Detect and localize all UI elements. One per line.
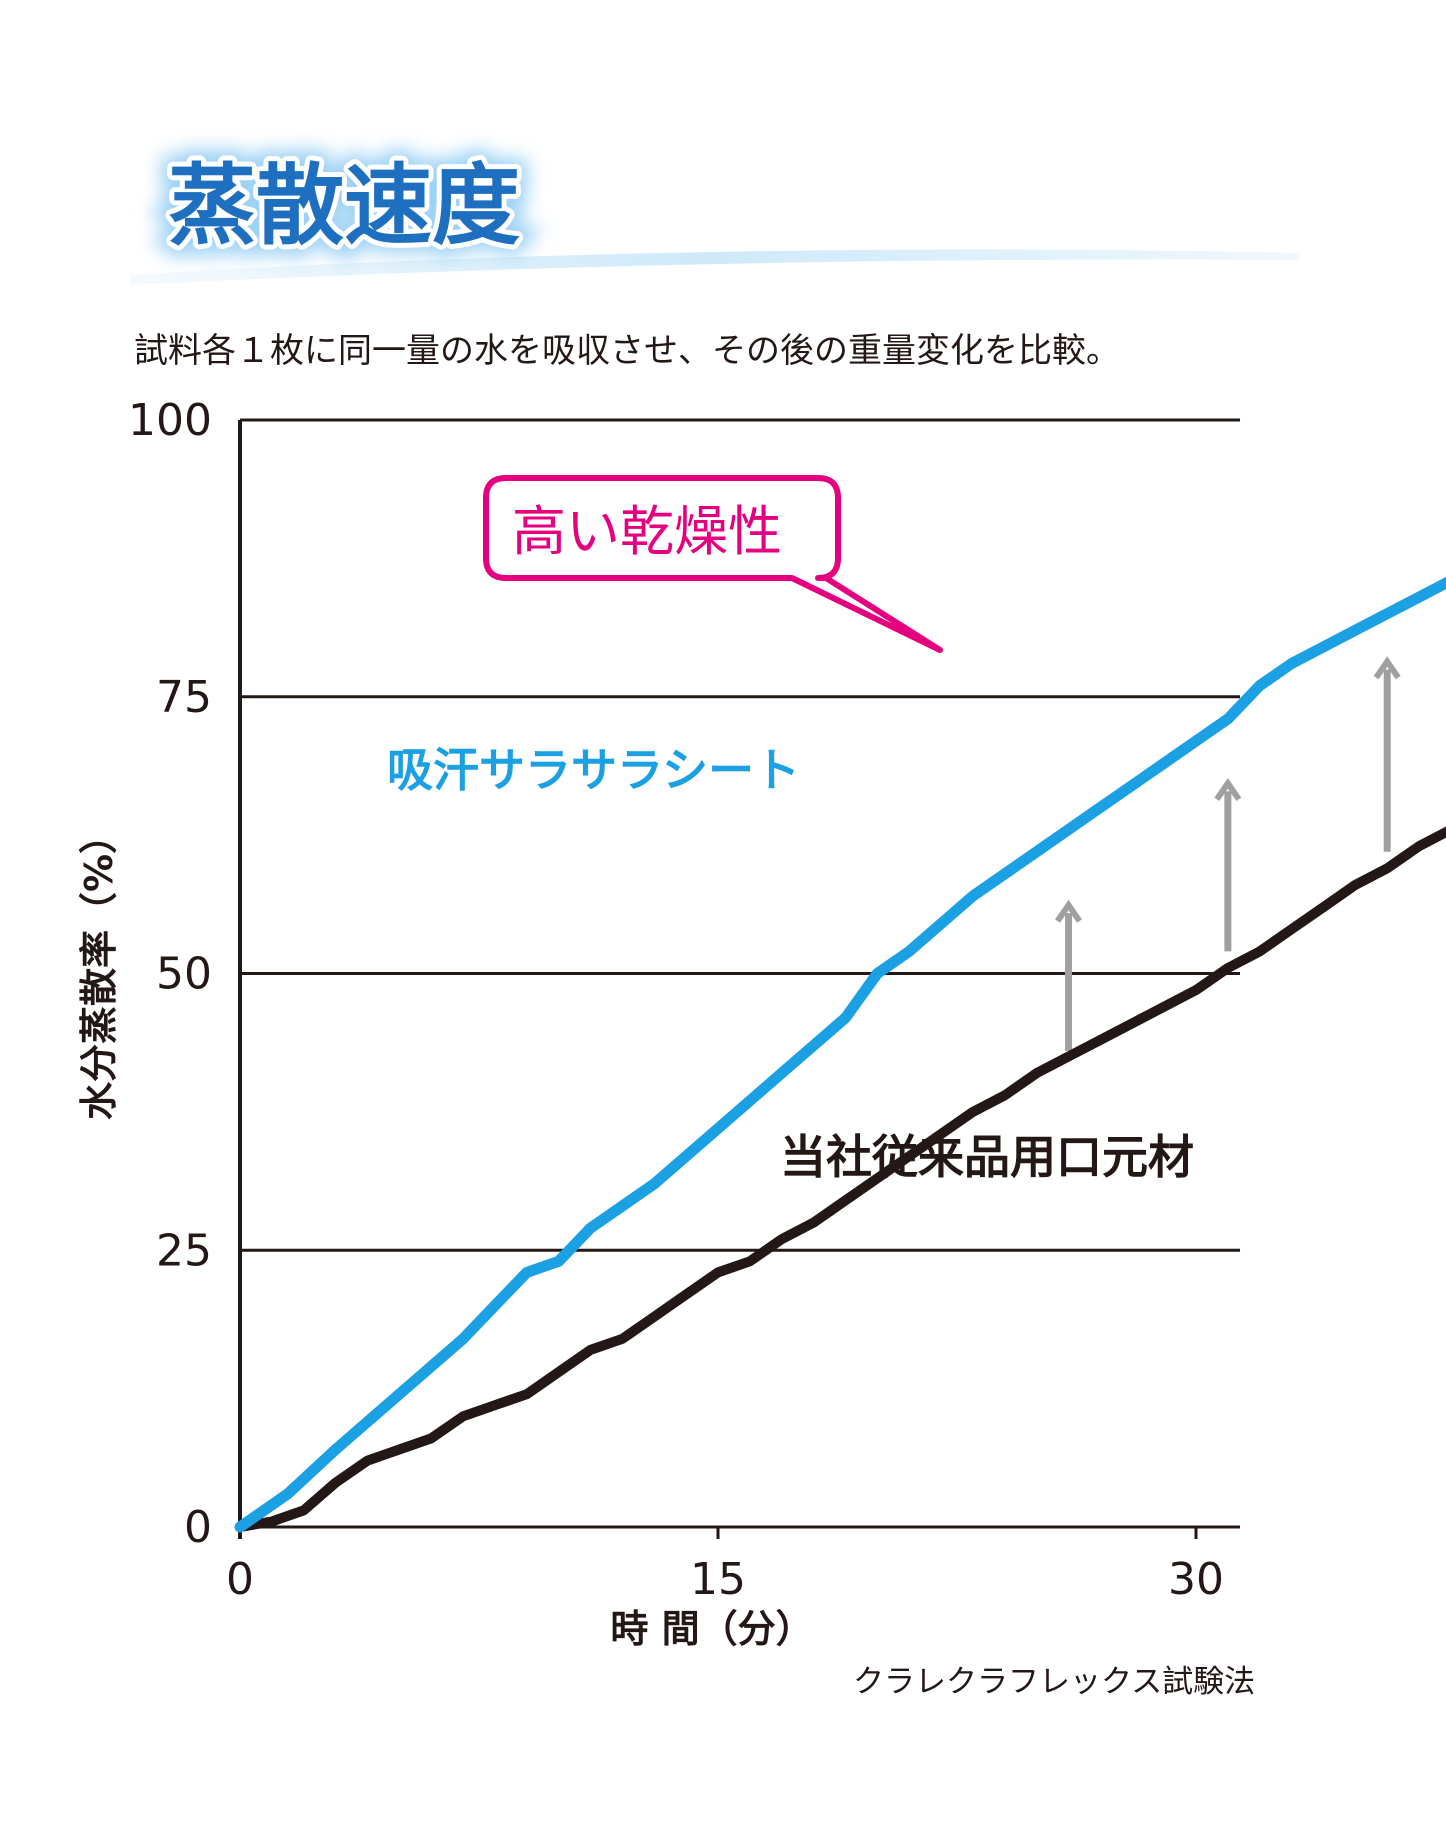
chart-series	[234, 576, 1446, 1533]
title-underline	[130, 249, 1300, 285]
callout-text: 高い乾燥性	[512, 500, 782, 563]
arrow-head-3	[1373, 656, 1401, 680]
x-tick-label: 30	[1168, 1554, 1224, 1605]
source-note: クラレクラフレックス試験法	[853, 1664, 1255, 1700]
page-title-glow: 蒸散速度	[168, 154, 520, 257]
series-line-old	[235, 826, 1446, 1532]
header: 蒸散速度 蒸散速度 蒸散速度 試料各１枚に同一量の水を吸収させ、その後の重量変化…	[130, 143, 1300, 371]
page-subtitle: 試料各１枚に同一量の水を吸収させ、その後の重量変化を比較。	[134, 331, 1120, 371]
y-tick-label: 0	[184, 1502, 212, 1553]
callout-frame	[483, 475, 943, 653]
emphasis-arrows	[1055, 656, 1401, 1051]
callout-bubble: 高い乾燥性	[483, 475, 943, 653]
x-tick-label: 0	[226, 1554, 254, 1605]
arrow-head-1	[1055, 899, 1083, 923]
y-tick-label: 50	[156, 949, 212, 1000]
y-axis-title: 水分蒸散率（%）	[77, 816, 121, 1120]
y-tick-label: 100	[128, 395, 212, 446]
page-title-outline: 蒸散速度	[168, 154, 520, 257]
series-label-new: 吸汗サラサラシート	[387, 743, 800, 797]
chart-axes: 02550751000153045	[128, 395, 1240, 1605]
x-axis-title: 時 間（分）	[610, 1607, 813, 1651]
y-tick-label: 75	[156, 672, 212, 723]
arrow-head-2	[1214, 778, 1242, 802]
page-title: 蒸散速度	[168, 154, 520, 257]
x-tick-label: 15	[690, 1554, 746, 1605]
y-tick-label: 25	[156, 1225, 212, 1276]
series-line-new	[234, 576, 1446, 1533]
series-label-old: 当社従来品用口元材	[780, 1130, 1194, 1184]
